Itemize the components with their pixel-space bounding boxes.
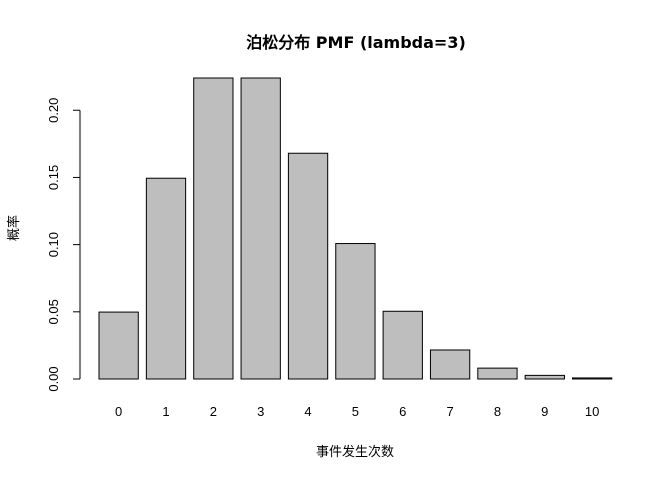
bar-9 [524,374,565,380]
x-axis-label: 事件发生次数 [316,444,394,460]
y-axis-label: 概率 [6,215,22,241]
x-tick-label: 3 [257,404,264,419]
x-tick-label: 7 [446,404,453,419]
x-axis-ticks: 0 1 2 3 4 5 6 7 8 9 10 [115,404,599,419]
bar-3 [240,77,281,380]
y-tick-label: 0.05 [46,299,61,324]
x-tick-label: 0 [115,404,122,419]
bars [98,77,613,380]
y-tick-label: 0.00 [46,366,61,391]
bar-5 [335,243,376,380]
y-tick-label: 0.20 [46,98,61,123]
x-tick-label: 8 [494,404,501,419]
x-tick-label: 4 [304,404,311,419]
x-tick-label: 1 [162,404,169,419]
bar-7 [429,349,471,380]
bar-2 [193,77,234,380]
bar-0 [98,311,139,380]
bar-8 [477,367,518,380]
bar-6 [382,310,423,380]
chart-title: 泊松分布 PMF (lambda=3) [246,33,466,52]
y-tick-label: 0.10 [46,232,61,257]
x-tick-label: 6 [399,404,406,419]
bar-1 [145,177,187,380]
x-tick-label: 2 [210,404,217,419]
bar-4 [287,152,329,380]
x-tick-label: 10 [585,404,599,419]
y-axis: 0.00 0.05 0.10 0.15 0.20 [46,98,81,392]
y-tick-label: 0.15 [46,165,61,190]
x-tick-label: 9 [541,404,548,419]
bar-10 [572,377,613,380]
x-tick-label: 5 [352,404,359,419]
